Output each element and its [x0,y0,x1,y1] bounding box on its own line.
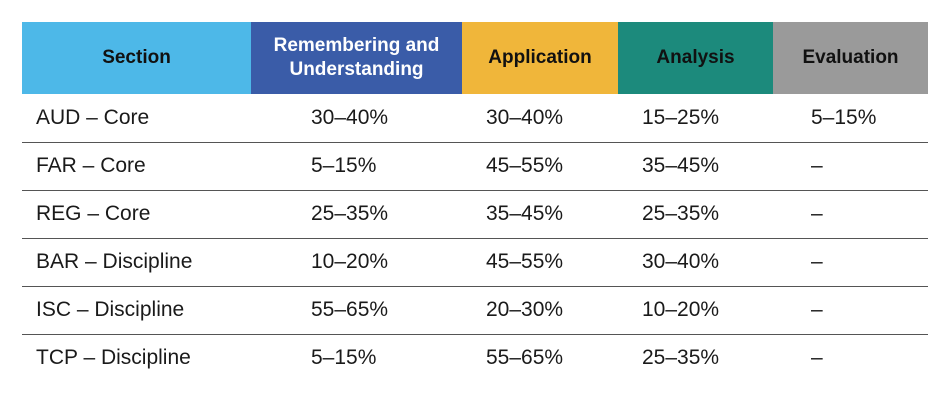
row-evaluation-cell: 5–15% [773,94,928,143]
row-application-cell: 55–65% [486,346,564,370]
header-remembering-line2: Understanding [289,59,424,80]
table-header: Section Remembering and Understanding Ap… [22,22,928,94]
header-section-label: Section [102,47,171,68]
row-analysis-cell: 30–40% [618,238,773,287]
header-evaluation: Evaluation [773,22,928,94]
row-analysis-cell: 35–45% [618,142,773,191]
table-row: REG – Core 25–35% 35–45% 25–35% – [22,190,928,239]
row-analysis-cell: 15–25% [618,94,773,143]
row-evaluation-cell: – [773,142,928,191]
row-application-cell: 35–45% [462,190,618,239]
table-row: TCP – Discipline 5–15% 55–65% 25–35% – [22,334,928,382]
header-row: Section Remembering and Understanding Ap… [22,22,928,94]
row-evaluation-cell: – [773,286,928,335]
row-remembering-cell: 30–40% [251,94,462,143]
header-evaluation-label: Evaluation [802,47,899,68]
row-remembering-cell: 5–15% [311,346,377,370]
table-row: AUD – Core 30–40% 30–40% 15–25% 5–15% [22,94,928,143]
row-remembering-cell: 10–20% [251,238,462,287]
row-section-cell: ISC – Discipline [22,286,251,335]
row-evaluation-cell: – [811,346,823,370]
header-section: Section [22,22,251,94]
row-application-cell: 20–30% [462,286,618,335]
table-row: ISC – Discipline 55–65% 20–30% 10–20% – [22,286,928,335]
table-body: AUD – Core 30–40% 30–40% 15–25% 5–15% FA… [22,94,928,382]
row-analysis-cell: 25–35% [642,346,720,370]
row-evaluation-cell: – [773,190,928,239]
table-row: BAR – Discipline 10–20% 45–55% 30–40% – [22,238,928,287]
row-application-cell: 45–55% [462,238,618,287]
table-row: FAR – Core 5–15% 45–55% 35–45% – [22,142,928,191]
header-analysis: Analysis [618,22,773,94]
row-remembering-cell: 55–65% [251,286,462,335]
row-remembering-cell: 25–35% [251,190,462,239]
row-application-cell: 30–40% [462,94,618,143]
row-section-cell: TCP – Discipline [36,346,191,370]
header-application: Application [462,22,618,94]
row-section-cell: FAR – Core [22,142,251,191]
header-remembering-line1: Remembering and [273,35,440,56]
header-analysis-label: Analysis [656,47,735,68]
row-evaluation-cell: – [773,238,928,287]
row-section-cell: REG – Core [22,190,251,239]
exam-blueprint-table-container: Section Remembering and Understanding Ap… [22,22,928,382]
exam-blueprint-table: Section Remembering and Understanding Ap… [22,22,928,382]
row-application-cell: 45–55% [462,142,618,191]
row-section-cell: AUD – Core [22,94,251,143]
row-analysis-cell: 10–20% [618,286,773,335]
row-remembering-cell: 5–15% [251,142,462,191]
row-analysis-cell: 25–35% [618,190,773,239]
header-remembering: Remembering and Understanding [251,22,462,94]
row-section-cell: BAR – Discipline [22,238,251,287]
header-application-label: Application [488,47,592,68]
